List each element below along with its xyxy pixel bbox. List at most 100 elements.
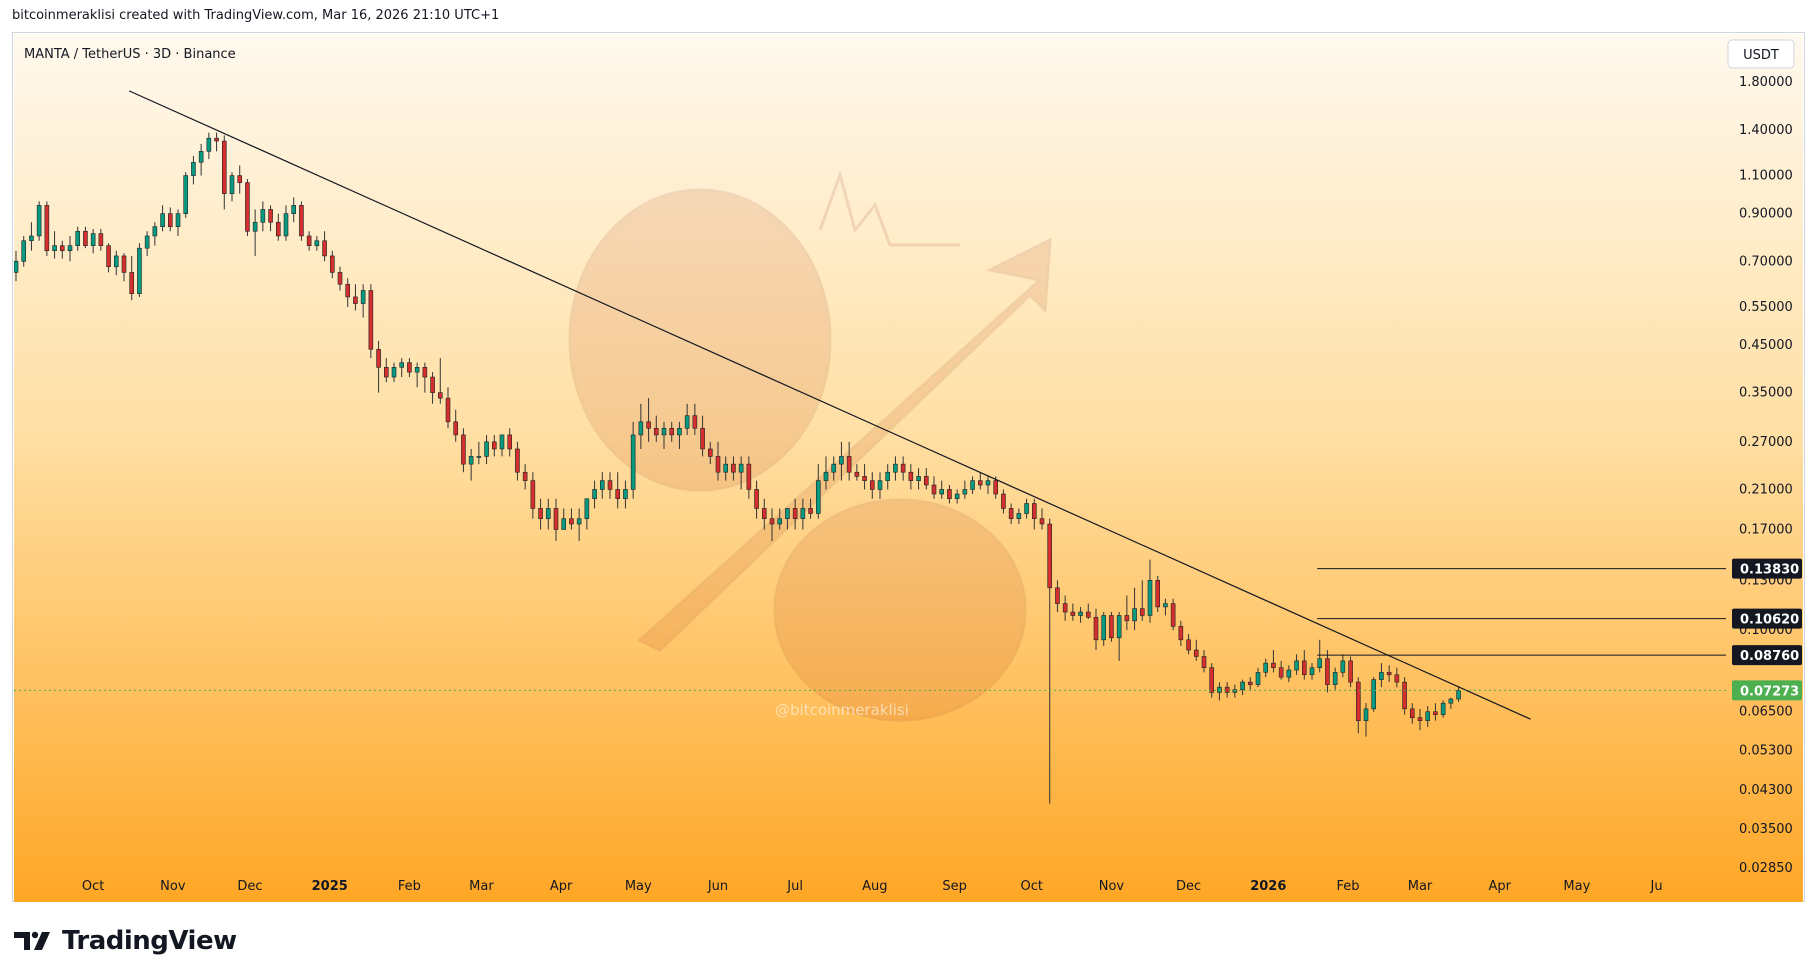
candle-body-up (785, 508, 790, 519)
y-tick-label: 0.05300 (1739, 743, 1793, 758)
candle-body-down (129, 272, 135, 294)
last-price-text: 0.07273 (1740, 684, 1799, 699)
candle (67, 235, 73, 262)
candle-body-down (692, 415, 698, 429)
y-tick-label: 0.02850 (1739, 861, 1793, 876)
candle (623, 480, 628, 509)
candle (206, 132, 212, 160)
candle-body-up (1379, 672, 1384, 680)
candle-body-down (422, 367, 428, 378)
x-tick-label: Sep (942, 879, 967, 894)
candle (808, 498, 813, 519)
candle-body-down (700, 427, 705, 450)
candle-body-up (777, 518, 783, 525)
x-tick-label: Dec (237, 879, 262, 894)
candle-body-up (1016, 513, 1022, 519)
candle (715, 441, 721, 481)
candle-body-up (970, 480, 975, 490)
candle (846, 441, 852, 481)
candle (1240, 679, 1245, 695)
chart-background (14, 34, 1803, 902)
x-tick-label: Apr (550, 879, 573, 894)
candle (792, 498, 798, 530)
price-axis[interactable]: 1.80000 1.40000 1.10000 0.90000 0.70000 0.550… (1732, 75, 1802, 876)
candle (569, 508, 574, 530)
candle-body-down (1155, 580, 1161, 608)
candle-body-down (121, 255, 127, 273)
candle-body-up (90, 233, 96, 246)
candle-body-down (607, 480, 613, 490)
candle-body-down (1178, 626, 1184, 641)
candle-body-up (399, 362, 405, 368)
candle (1355, 677, 1361, 734)
candle-body-up (1363, 708, 1369, 721)
candle-body-down (1209, 667, 1215, 693)
candle-body-up (584, 498, 590, 519)
x-tick-label: 2025 (312, 879, 348, 894)
candle (484, 434, 489, 465)
candle-body-down (854, 471, 860, 477)
currency-button[interactable]: USDT (1727, 39, 1795, 69)
candle (1047, 518, 1053, 804)
candle-body-down (322, 240, 327, 257)
candle (815, 464, 821, 519)
candle (677, 421, 682, 449)
candle (75, 226, 81, 251)
candle-body-up (623, 489, 628, 500)
candle (1132, 587, 1137, 631)
candle-body-up (1232, 689, 1238, 693)
candle (1371, 677, 1377, 712)
candle-body-down (430, 376, 435, 393)
candle-body-down (808, 508, 813, 514)
candle (1363, 703, 1369, 737)
candle (268, 205, 273, 232)
candle (1062, 595, 1068, 621)
candle-body-up (1163, 603, 1168, 608)
candle (414, 362, 420, 388)
candle (1325, 650, 1330, 693)
x-tick-label: Apr (1488, 879, 1511, 894)
candle-body-up (800, 508, 806, 519)
candle (746, 456, 752, 499)
candle-body-up (815, 480, 821, 514)
candle-body-up (723, 463, 729, 473)
candle-body-up (1255, 672, 1261, 685)
candle (1093, 608, 1099, 651)
x-tick-label: Oct (82, 879, 104, 894)
level-label-text: 0.10620 (1740, 613, 1799, 628)
candle-body-down (792, 508, 798, 519)
candle (545, 498, 551, 530)
candle-body-up (1263, 662, 1269, 673)
descending-trendline[interactable] (128, 90, 1531, 720)
x-tick-label: Oct (1020, 879, 1042, 894)
candle (214, 132, 219, 152)
candle (1309, 663, 1315, 680)
candle-body-down (908, 471, 914, 481)
y-tick-label: 0.90000 (1739, 207, 1793, 222)
candle-body-up (75, 230, 81, 246)
candle (1193, 639, 1199, 661)
candle (476, 441, 482, 465)
candle-body-down (947, 489, 952, 500)
y-tick-label: 0.45000 (1739, 338, 1793, 353)
candle-body-down (507, 434, 513, 450)
candle (291, 197, 297, 223)
candle (1209, 663, 1215, 698)
candle-body-up (684, 415, 690, 429)
candle (1016, 508, 1022, 525)
candle-body-down (993, 480, 999, 495)
candle-body-up (414, 367, 420, 373)
last-price-bg (1732, 680, 1802, 701)
candle (854, 464, 860, 481)
candle (1217, 682, 1222, 701)
candle-body-up (599, 480, 605, 490)
candle (977, 472, 983, 490)
candle-body-down (1201, 656, 1207, 668)
tradingview-logo[interactable]: TradingView (14, 926, 237, 956)
candle-body-down (329, 255, 335, 273)
candle-body-down (453, 421, 459, 436)
candle-body-up (561, 518, 567, 530)
time-axis[interactable]: Oct Nov Dec 2025 Feb Mar Apr May Jun Jul Aug Sep Oct… (82, 879, 1663, 894)
candle (1055, 580, 1060, 613)
